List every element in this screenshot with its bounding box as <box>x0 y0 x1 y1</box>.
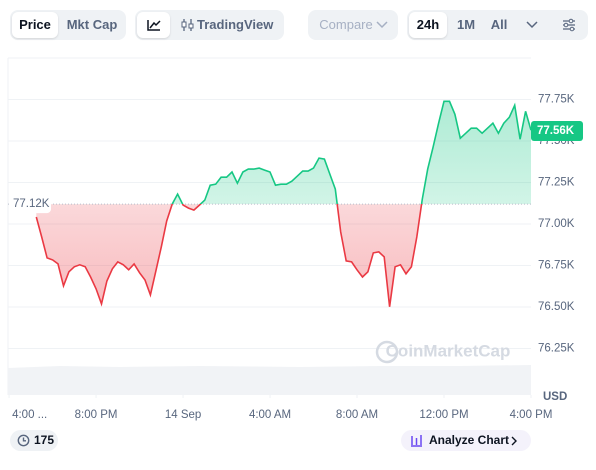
tab-price[interactable]: Price <box>12 12 58 38</box>
y-tick-label: 76.75K <box>538 260 575 272</box>
alerts-pill[interactable]: 175 <box>10 430 58 451</box>
y-unit: USD <box>543 391 567 403</box>
area-down <box>36 204 531 307</box>
tab-group: Price Mkt Cap <box>10 10 126 40</box>
x-tick-label: 8:00 PM <box>75 409 118 421</box>
baseline-label: 77.12K <box>13 198 50 210</box>
x-tick-label: 12:00 PM <box>419 409 468 421</box>
line-mode[interactable] <box>137 12 170 38</box>
alerts-count: 175 <box>34 433 55 447</box>
settings-icon[interactable] <box>562 18 576 32</box>
last-price-box <box>531 121 583 142</box>
plot-border <box>7 57 531 395</box>
last-price-label: 77.56K <box>537 125 575 137</box>
range-all[interactable]: All <box>490 17 508 32</box>
x-tick-label: 4:00 ... <box>12 409 47 421</box>
chevron[interactable] <box>526 20 538 30</box>
y-tick-label: 77.25K <box>538 177 575 189</box>
range-24h[interactable]: 24h <box>409 12 447 38</box>
analyze-icon <box>411 435 422 447</box>
analyze-label: Analyze Chart <box>429 433 510 447</box>
x-tick-label: 4:00 AM <box>249 409 291 421</box>
x-tick-label: 14 Sep <box>165 409 201 421</box>
clock-icon <box>17 434 30 447</box>
chevron <box>376 21 388 29</box>
compare[interactable]: Compare <box>308 10 398 40</box>
chevron <box>511 436 517 446</box>
line-icon <box>147 20 161 31</box>
candle-icon <box>181 19 194 31</box>
tradingview[interactable]: TradingView <box>197 17 274 32</box>
price-line <box>35 100 532 307</box>
analyze-chart[interactable]: Analyze Chart <box>401 430 531 451</box>
volume-area <box>8 365 531 395</box>
x-tick-label: 8:00 AM <box>336 409 378 421</box>
tab-mktcap[interactable]: Mkt Cap <box>66 17 118 32</box>
baseline-label-bg <box>9 195 51 214</box>
range-1m[interactable]: 1M <box>456 17 476 32</box>
watermark-logo <box>375 340 399 364</box>
y-tick-label: 77.00K <box>538 218 575 230</box>
y-tick-label: 76.50K <box>538 301 575 313</box>
chart-mode-group: TradingView <box>135 10 284 40</box>
range-group: 24h 1M All <box>407 10 588 40</box>
area-up <box>172 101 531 205</box>
y-tick-label: 77.75K <box>538 94 575 106</box>
x-tick-label: 4:00 PM <box>510 409 553 421</box>
compare-label: Compare <box>319 17 373 32</box>
watermark: CoinMarketCap <box>386 341 511 360</box>
y-tick-label: 76.25K <box>538 343 575 355</box>
